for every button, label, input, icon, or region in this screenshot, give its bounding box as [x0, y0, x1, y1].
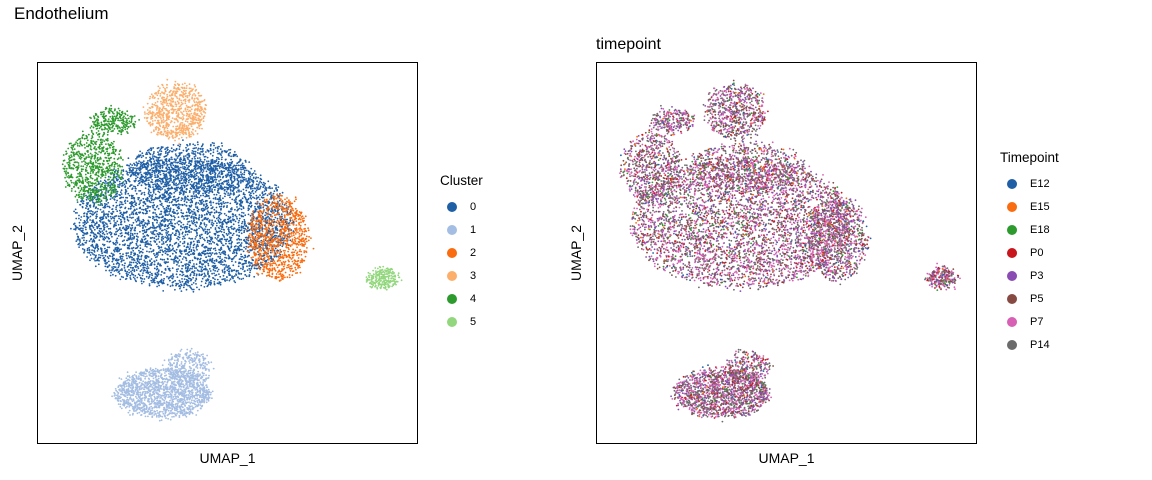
cluster-legend-swatch [447, 316, 457, 327]
timepoint-legend-item: E15 [1000, 195, 1059, 218]
timepoint-legend-item: P5 [1000, 287, 1059, 310]
cluster-legend-swatch [447, 293, 457, 304]
cluster-legend-item: 1 [440, 218, 483, 241]
timepoint-legend-item: P3 [1000, 264, 1059, 287]
cluster-y-axis-label: UMAP_2 [9, 224, 25, 282]
timepoint-legend-item: P14 [1000, 333, 1059, 356]
cluster-legend-label: 5 [470, 315, 477, 328]
cluster-legend-swatch [447, 247, 457, 258]
cluster-legend-label: 1 [470, 223, 477, 236]
cluster-legend-item: 4 [440, 287, 483, 310]
timepoint-legend-swatch [1007, 316, 1017, 327]
cluster-scatter [61, 78, 403, 422]
timepoint-legend: Timepoint E12 E15 E18 P0 P3 P5 P7 P14 [1000, 150, 1059, 356]
timepoint-legend-swatch [1007, 224, 1017, 235]
timepoint-legend-swatch [1007, 178, 1017, 189]
timepoint-legend-label: P5 [1030, 292, 1044, 305]
cluster-legend-title: Cluster [440, 173, 483, 188]
cluster-legend-item: 5 [440, 310, 483, 333]
timepoint-y-axis-label: UMAP_2 [568, 224, 584, 282]
timepoint-legend-swatch [1007, 201, 1017, 212]
timepoint-legend-label: E18 [1030, 223, 1050, 236]
timepoint-legend-item: E18 [1000, 218, 1059, 241]
timepoint-legend-swatch [1007, 293, 1017, 304]
timepoint-legend-swatch [1007, 339, 1017, 350]
timepoint-legend-item: E12 [1000, 172, 1059, 195]
timepoint-legend-item: P7 [1000, 310, 1059, 333]
timepoint-legend-label: E12 [1030, 177, 1050, 190]
cluster-legend-item: 0 [440, 195, 483, 218]
cluster-legend-swatch [447, 270, 457, 281]
timepoint-legend-title: Timepoint [1000, 150, 1059, 165]
timepoint-legend-swatch [1007, 270, 1017, 281]
cluster-x-axis-label: UMAP_1 [199, 450, 256, 466]
page-title: Endothelium [14, 4, 109, 23]
cluster-legend-item: 3 [440, 264, 483, 287]
cluster-plot-area [37, 62, 418, 444]
cluster-legend-item: 2 [440, 241, 483, 264]
cluster-legend: Cluster 0 1 2 3 4 5 [440, 173, 483, 333]
timepoint-plot-title: timepoint [596, 36, 661, 53]
cluster-legend-label: 4 [470, 292, 477, 305]
cluster-legend-swatch [447, 201, 457, 212]
cluster-legend-label: 3 [470, 269, 477, 282]
timepoint-legend-label: P14 [1030, 338, 1050, 351]
timepoint-legend-label: P7 [1030, 315, 1044, 328]
timepoint-legend-label: E15 [1030, 200, 1050, 213]
timepoint-legend-label: P3 [1030, 269, 1044, 282]
timepoint-legend-swatch [1007, 247, 1017, 258]
timepoint-plot-area [596, 62, 977, 444]
cluster-legend-label: 0 [470, 200, 477, 213]
timepoint-legend-label: P0 [1030, 246, 1044, 259]
timepoint-legend-item: P0 [1000, 241, 1059, 264]
timepoint-x-axis-label: UMAP_1 [758, 450, 815, 466]
cluster-legend-swatch [447, 224, 457, 235]
cluster-legend-label: 2 [470, 246, 477, 259]
timepoint-scatter [619, 79, 961, 423]
